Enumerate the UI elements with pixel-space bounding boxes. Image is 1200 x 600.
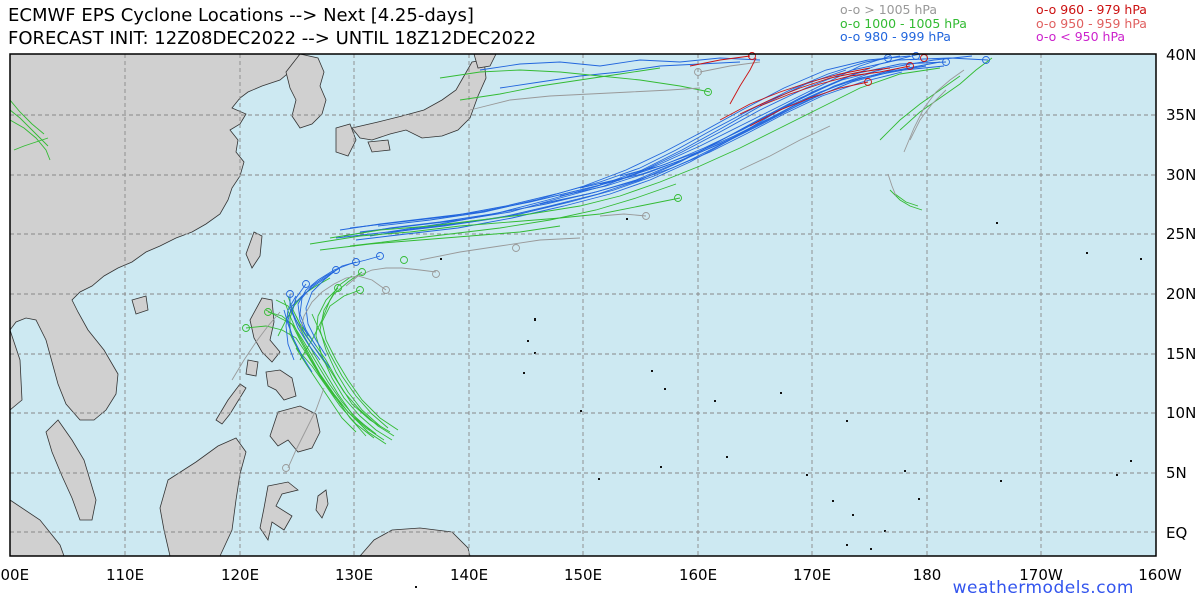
land-taiwan xyxy=(245,231,263,269)
lat-label: 20N xyxy=(1166,285,1196,303)
legend-gt1005: o-o > 1005 hPa xyxy=(840,2,938,17)
small-islands xyxy=(415,218,1142,588)
tracks-far-west xyxy=(10,99,51,161)
land-japan-shikoku xyxy=(367,139,391,153)
map-frame xyxy=(9,53,1157,557)
lon-label: 120E xyxy=(221,566,259,584)
lat-labels: 40N 35N 30N 25N 20N 15N 10N 5N EQ xyxy=(1166,46,1196,542)
title-block: ECMWF EPS Cyclone Locations --> Next [4.… xyxy=(8,4,536,50)
title-line-2: FORECAST INIT: 12Z08DEC2022 --> UNTIL 18… xyxy=(8,28,537,49)
lon-label: 170W xyxy=(1019,566,1063,584)
lon-label: 170E xyxy=(793,566,831,584)
land-korea xyxy=(285,54,327,129)
legend-950-959: o-o 950 - 959 hPa xyxy=(1036,15,1147,31)
land-sumatra xyxy=(10,499,65,556)
lat-label: 25N xyxy=(1166,225,1196,243)
lat-label: 10N xyxy=(1166,404,1196,422)
land-new-guinea xyxy=(359,527,471,556)
cyclone-tracks xyxy=(10,54,993,469)
land-visayas xyxy=(265,369,297,401)
lat-label: 30N xyxy=(1166,166,1196,184)
lon-labels: 100E 110E 120E 130E 140E 150E 160E 170E … xyxy=(0,566,1182,584)
lon-label: 140E xyxy=(450,566,488,584)
tracks-philippines-green xyxy=(245,271,399,445)
tracks-philippines-blue[interactable] xyxy=(283,255,381,373)
land-hainan xyxy=(131,295,149,315)
lon-label: 100E xyxy=(0,566,29,584)
land-borneo xyxy=(159,437,247,556)
lat-label: 5N xyxy=(1166,464,1187,482)
lon-label: 130E xyxy=(335,566,373,584)
track-endpoints xyxy=(242,52,990,472)
lon-label: 160E xyxy=(679,566,717,584)
tracks-philippines-grey xyxy=(231,267,437,469)
land-sulawesi xyxy=(259,481,299,542)
tracks-red xyxy=(689,55,911,127)
land-mindanao xyxy=(269,405,321,453)
tracks-northeast-green xyxy=(309,57,993,251)
land-asia-mainland xyxy=(10,54,301,421)
land-japan-honshu xyxy=(351,59,487,141)
land-halmahera xyxy=(315,489,329,519)
legend-lt950: o-o < 950 hPa xyxy=(1036,29,1126,44)
lat-label: 15N xyxy=(1166,345,1196,363)
land-mindoro xyxy=(215,359,259,425)
lat-label: EQ xyxy=(1166,524,1187,542)
lat-label: 35N xyxy=(1166,106,1196,124)
grid-lines xyxy=(10,54,1156,556)
lon-label: 110E xyxy=(106,566,144,584)
lon-label: 150E xyxy=(564,566,602,584)
lon-label: 160W xyxy=(1138,566,1182,584)
legend-left: o-o > 1005 hPa o-o 1000 - 1005 hPa o-o 9… xyxy=(840,3,967,44)
tracks-northeast-grey xyxy=(419,61,965,261)
land-indochina xyxy=(10,329,97,521)
lat-label: 40N xyxy=(1166,46,1196,64)
legend-960-979: o-o 960 - 979 hPa xyxy=(1036,2,1147,17)
lon-label: 180 xyxy=(913,566,942,584)
legend-980-999: o-o 980 - 999 hPa xyxy=(840,29,951,44)
legend-right: o-o 960 - 979 hPa o-o 950 - 959 hPa o-o … xyxy=(1036,3,1147,44)
legend-1000-1005: o-o 1000 - 1005 hPa xyxy=(840,15,967,31)
land-masses xyxy=(10,54,497,556)
credit-watermark: weathermodels.com xyxy=(952,578,1134,598)
land-japan-hokkaido xyxy=(473,54,497,69)
land-japan-kyushu xyxy=(335,123,357,157)
title-line-1: ECMWF EPS Cyclone Locations --> Next [4.… xyxy=(8,5,474,26)
